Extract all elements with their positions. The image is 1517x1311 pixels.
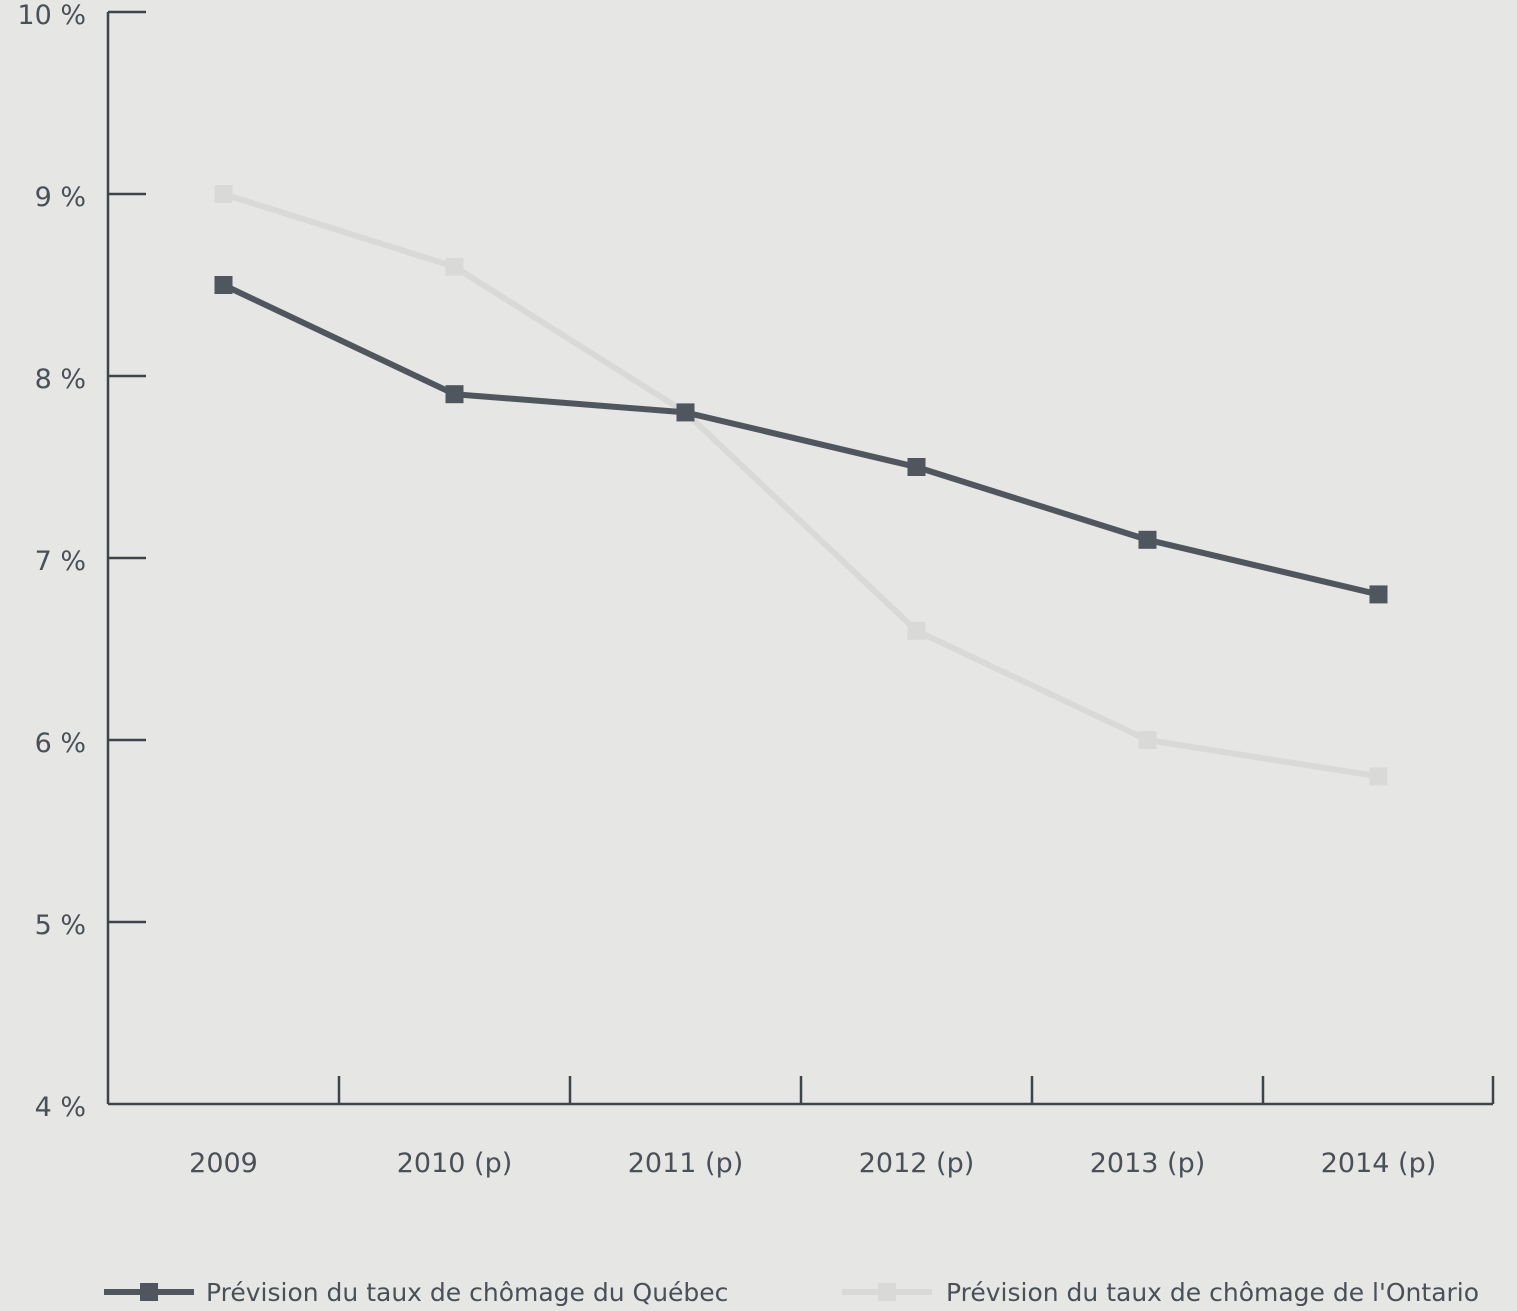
- series-0: [214, 276, 1388, 604]
- x-tick-label: 2010 (p): [397, 1148, 513, 1179]
- series-line-1: [222, 191, 1379, 780]
- data-point: [1369, 767, 1388, 786]
- x-tick-labels: 2009 2010 (p) 2011 (p) 2012 (p) 2013 (p) 2014…: [189, 1148, 1436, 1179]
- data-point: [907, 621, 926, 640]
- data-point: [907, 458, 926, 476]
- x-tick-label: 2013 (p): [1090, 1148, 1206, 1179]
- y-tick-label: 4 %: [35, 1092, 86, 1123]
- data-point: [676, 403, 695, 422]
- legend-label: Prévision du taux de chômage du Québec: [206, 1278, 728, 1307]
- series-line-0: [222, 282, 1380, 598]
- legend-label: Prévision du taux de chômage de l'Ontari…: [946, 1278, 1479, 1307]
- x-tick-label: 2009: [189, 1148, 258, 1179]
- data-point: [1138, 530, 1157, 549]
- y-tick-label: 9 %: [35, 182, 86, 213]
- y-tick-label: 8 %: [35, 364, 86, 395]
- data-point: [1138, 731, 1157, 749]
- legend-item-1: Prévision du taux de chômage de l'Ontari…: [842, 1278, 1479, 1307]
- y-tick-labels: 4 % 5 % 6 % 7 % 8 % 9 % 10 %: [17, 0, 86, 1123]
- data-point: [445, 257, 464, 276]
- axes: [106, 10, 1495, 1106]
- x-tick-label: 2011 (p): [628, 1148, 744, 1179]
- data-point: [214, 276, 233, 294]
- legend-swatch-marker: [878, 1283, 896, 1301]
- series-1: [214, 185, 1388, 786]
- data-point: [214, 185, 233, 203]
- y-tick-label: 5 %: [35, 910, 86, 941]
- y-tick-label: 7 %: [35, 546, 86, 577]
- x-tick-label: 2012 (p): [859, 1148, 975, 1179]
- data-point: [1369, 585, 1388, 604]
- y-tick-label: 6 %: [35, 728, 86, 759]
- x-tick-label: 2014 (p): [1321, 1148, 1437, 1179]
- legend-item-0: Prévision du taux de chômage du Québec: [104, 1278, 728, 1307]
- legend: Prévision du taux de chômage du Québec Pr…: [104, 1278, 1479, 1307]
- series-layer: [214, 185, 1388, 786]
- data-point: [445, 385, 464, 404]
- y-tick-label: 10 %: [17, 0, 86, 31]
- legend-swatch-marker: [140, 1283, 158, 1301]
